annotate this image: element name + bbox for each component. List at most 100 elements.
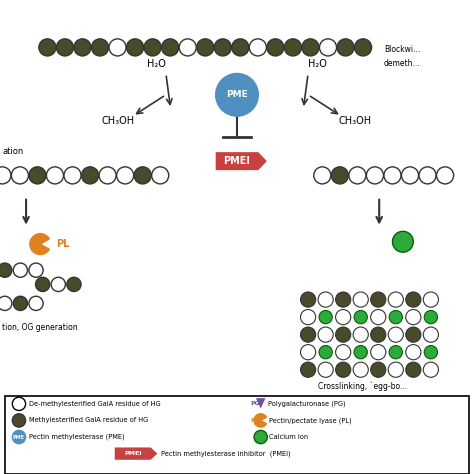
Circle shape <box>389 346 402 359</box>
Circle shape <box>423 327 438 342</box>
Circle shape <box>319 346 332 359</box>
Text: PME: PME <box>13 435 25 439</box>
Circle shape <box>349 167 366 184</box>
Circle shape <box>232 39 249 56</box>
Circle shape <box>406 362 421 377</box>
Circle shape <box>423 292 438 307</box>
Circle shape <box>336 345 351 360</box>
Circle shape <box>267 39 284 56</box>
Circle shape <box>437 167 454 184</box>
Circle shape <box>388 362 403 377</box>
Text: ation: ation <box>2 147 24 156</box>
Circle shape <box>152 167 169 184</box>
Text: De-methylesterified GalA residue of HG: De-methylesterified GalA residue of HG <box>29 401 161 407</box>
Circle shape <box>216 73 258 116</box>
Circle shape <box>82 167 99 184</box>
Circle shape <box>406 292 421 307</box>
Circle shape <box>144 39 161 56</box>
Circle shape <box>336 310 351 325</box>
Circle shape <box>12 430 26 444</box>
Circle shape <box>13 263 27 277</box>
Circle shape <box>162 39 179 56</box>
Circle shape <box>337 39 354 56</box>
Circle shape <box>254 430 267 444</box>
Circle shape <box>301 345 316 360</box>
Circle shape <box>423 362 438 377</box>
Circle shape <box>389 310 402 324</box>
Circle shape <box>36 277 50 292</box>
Circle shape <box>424 346 438 359</box>
Circle shape <box>318 327 333 342</box>
Text: gel formation: gel formation <box>318 396 369 405</box>
Text: Calcium ion: Calcium ion <box>269 434 309 440</box>
Text: CH₃OH: CH₃OH <box>102 116 135 126</box>
Circle shape <box>51 277 65 292</box>
Circle shape <box>319 310 332 324</box>
Circle shape <box>355 39 372 56</box>
Circle shape <box>371 345 386 360</box>
Circle shape <box>388 327 403 342</box>
Polygon shape <box>115 447 157 460</box>
Circle shape <box>371 292 386 307</box>
Polygon shape <box>216 152 267 170</box>
Circle shape <box>353 327 368 342</box>
Text: Pectin methylesterase (PME): Pectin methylesterase (PME) <box>29 434 125 440</box>
Circle shape <box>366 167 383 184</box>
Circle shape <box>39 39 56 56</box>
Circle shape <box>318 292 333 307</box>
Circle shape <box>46 167 64 184</box>
Circle shape <box>336 362 351 377</box>
Text: Pectin methylesterase inhibitor  (PMEI): Pectin methylesterase inhibitor (PMEI) <box>161 450 291 457</box>
Circle shape <box>109 39 126 56</box>
Circle shape <box>371 362 386 377</box>
Circle shape <box>99 167 116 184</box>
Text: PME: PME <box>226 91 248 99</box>
Circle shape <box>12 414 26 427</box>
Circle shape <box>301 362 316 377</box>
Circle shape <box>354 346 367 359</box>
Circle shape <box>13 296 27 310</box>
Circle shape <box>134 167 151 184</box>
Text: demeth...: demeth... <box>384 60 420 68</box>
Circle shape <box>0 296 12 310</box>
Text: Pectin/pectate lyase (PL): Pectin/pectate lyase (PL) <box>269 417 352 424</box>
Circle shape <box>318 362 333 377</box>
Text: PG: PG <box>250 401 260 406</box>
Text: PL: PL <box>56 239 69 249</box>
Text: H₂O: H₂O <box>147 59 166 69</box>
Circle shape <box>67 277 81 292</box>
Circle shape <box>0 263 12 277</box>
Circle shape <box>29 296 43 310</box>
Circle shape <box>319 39 337 56</box>
Text: Blockwi...: Blockwi... <box>384 46 420 54</box>
Circle shape <box>56 39 73 56</box>
Circle shape <box>419 167 436 184</box>
Circle shape <box>301 310 316 325</box>
Circle shape <box>197 39 214 56</box>
Circle shape <box>392 231 413 252</box>
Circle shape <box>353 292 368 307</box>
Circle shape <box>336 327 351 342</box>
Polygon shape <box>256 398 265 409</box>
Circle shape <box>301 327 316 342</box>
Circle shape <box>179 39 196 56</box>
Circle shape <box>91 39 109 56</box>
Circle shape <box>214 39 231 56</box>
Circle shape <box>12 397 26 410</box>
Text: PMEI: PMEI <box>224 156 250 166</box>
Text: tion, OG generation: tion, OG generation <box>2 323 78 331</box>
Circle shape <box>406 345 421 360</box>
FancyBboxPatch shape <box>5 396 469 474</box>
Circle shape <box>117 167 134 184</box>
Circle shape <box>249 39 266 56</box>
Circle shape <box>302 39 319 56</box>
Circle shape <box>74 39 91 56</box>
Circle shape <box>11 167 28 184</box>
Circle shape <box>284 39 301 56</box>
Circle shape <box>29 167 46 184</box>
Wedge shape <box>30 234 49 255</box>
Text: Methylesterified GalA residue of HG: Methylesterified GalA residue of HG <box>29 418 149 423</box>
Circle shape <box>388 292 403 307</box>
Circle shape <box>424 310 438 324</box>
Circle shape <box>29 263 43 277</box>
